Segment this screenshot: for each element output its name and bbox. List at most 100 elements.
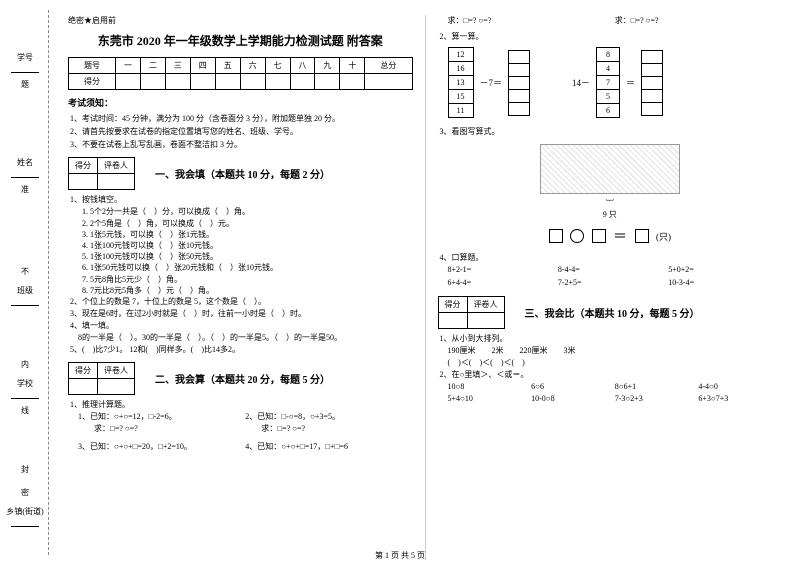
score-cell[interactable] bbox=[190, 74, 215, 90]
notice-item: 1、考试时间：45 分钟，满分为 100 分（含卷面分 3 分），附加题单独 2… bbox=[70, 113, 413, 126]
s2-q4: 4、口算题。 bbox=[440, 252, 783, 264]
score-col: 七 bbox=[265, 58, 290, 74]
picture-problem: ︸9 只 bbox=[438, 144, 783, 220]
answer-stack-1[interactable] bbox=[508, 50, 530, 115]
mini-c1: 得分 bbox=[69, 158, 98, 174]
cmp: 4-4○0 bbox=[698, 381, 782, 394]
oral-item: 7-2+5= bbox=[558, 277, 668, 290]
score-cell[interactable] bbox=[116, 74, 141, 90]
s2-r0c0: 1、已知：○+○=12，□-2=6。 bbox=[78, 411, 245, 423]
s2-q2: 2、算一算。 bbox=[440, 31, 783, 43]
brace-label: ︸9 只 bbox=[438, 198, 783, 220]
square-shape[interactable] bbox=[635, 229, 649, 243]
stack-cell: 6 bbox=[597, 104, 619, 117]
column-divider bbox=[425, 15, 426, 560]
page-footer: 第 1 页 共 5 页 bbox=[0, 550, 800, 561]
score-col: 九 bbox=[315, 58, 340, 74]
bind-label-1: 姓名 bbox=[17, 157, 33, 168]
cmp: 8○6+1 bbox=[615, 381, 699, 394]
section3-title: 三、我会比（本题共 10 分，每题 5 分） bbox=[525, 305, 700, 320]
score-cell[interactable] bbox=[340, 74, 365, 90]
animals-illustration bbox=[540, 144, 680, 194]
q1-sub: 7. 5元8角比5元少（ ）角。 bbox=[82, 274, 413, 285]
mini-cell[interactable] bbox=[98, 378, 135, 394]
oral-item: 8-4-4= bbox=[558, 264, 668, 277]
s2-r1c0: 求：□=? ○=? bbox=[78, 423, 245, 435]
circle-shape[interactable] bbox=[570, 229, 584, 243]
score-col: 总分 bbox=[365, 58, 412, 74]
score-col: 六 bbox=[240, 58, 265, 74]
mini-cell[interactable] bbox=[69, 378, 98, 394]
s2-q1: 1、推理计算题。 bbox=[70, 399, 413, 411]
shape-unit: (只) bbox=[656, 230, 671, 243]
square-shape[interactable] bbox=[549, 229, 563, 243]
q2: 2、个位上的数是 7，十位上的数是 5，这个数是（ ）。 bbox=[70, 296, 413, 308]
oral-item: 8+2-1= bbox=[448, 264, 558, 277]
bind-label-2: 班级 bbox=[17, 285, 33, 296]
bind-line bbox=[11, 391, 39, 399]
binding-margin: 学号题 姓名准 不班级 内学校线 封密乡镇(街道) bbox=[0, 0, 50, 565]
oral-item: 10-3-4= bbox=[668, 277, 778, 290]
cmp: 6+3○7+3 bbox=[698, 393, 782, 406]
score-cell[interactable] bbox=[265, 74, 290, 90]
score-cell[interactable] bbox=[141, 74, 166, 90]
bind-line bbox=[11, 170, 39, 178]
q5: 5、( )比7少1。 12和( )同样多。( )比14多2。 bbox=[70, 344, 413, 356]
notice-item: 3、不要在试卷上乱写乱画，卷面不整洁扣 3 分。 bbox=[70, 139, 413, 152]
mini-c2: 评卷人 bbox=[98, 362, 135, 378]
score-cell[interactable] bbox=[365, 74, 412, 90]
q4: 4、填一填。 bbox=[70, 320, 413, 332]
side-char-4: 线 bbox=[21, 405, 29, 416]
calc-mid2: 14－ bbox=[572, 76, 590, 89]
square-shape[interactable] bbox=[592, 229, 606, 243]
stack-cell: 12 bbox=[449, 48, 473, 62]
score-cell[interactable] bbox=[215, 74, 240, 90]
q1-sub: 5. 1张100元钱可以换（ ）张50元钱。 bbox=[82, 251, 413, 262]
calc-row-1: 12 16 13 15 11 －7＝ 14－ 8 4 7 5 6 ＝ bbox=[448, 47, 783, 118]
calc-mid1: －7＝ bbox=[480, 76, 503, 89]
mini-cell[interactable] bbox=[438, 312, 467, 328]
s3-q1: 1、从小到大排列。 bbox=[440, 333, 783, 345]
score-cell[interactable] bbox=[240, 74, 265, 90]
s2-r1c1: 求：□=? ○=? bbox=[245, 423, 412, 435]
s2-r0c1: 2、已知：□-○=8，○+3=5。 bbox=[245, 411, 412, 423]
s3-q2: 2、在○里填＞、＜或＝。 bbox=[440, 369, 783, 381]
oral-item: 6+4-4= bbox=[448, 277, 558, 290]
stack-cell: 13 bbox=[449, 76, 473, 90]
cmp: 10-0○8 bbox=[531, 393, 615, 406]
bind-line bbox=[11, 519, 39, 527]
section2-title: 二、我会算（本题共 20 分，每题 5 分） bbox=[155, 371, 330, 386]
cmp: 5+4○10 bbox=[448, 393, 532, 406]
shape-eq: ＝ bbox=[613, 226, 627, 246]
mini-cell[interactable] bbox=[69, 174, 98, 190]
s2-r2c0: 3、已知：○+○+□=20，□+2=10。 bbox=[78, 441, 245, 453]
side-char-3: 内 bbox=[21, 359, 29, 370]
bind-label-3: 学校 bbox=[17, 378, 33, 389]
stack-cell: 7 bbox=[597, 76, 619, 90]
side-char-2: 不 bbox=[21, 266, 29, 277]
cmp: 6○6 bbox=[531, 381, 615, 394]
score-col: 五 bbox=[215, 58, 240, 74]
bind-label-4: 乡镇(街道) bbox=[6, 506, 43, 517]
number-stack-2: 8 4 7 5 6 bbox=[596, 47, 620, 118]
mini-c2: 评卷人 bbox=[467, 296, 504, 312]
mini-cell[interactable] bbox=[98, 174, 135, 190]
stack-cell: 5 bbox=[597, 90, 619, 104]
score-col: 一 bbox=[116, 58, 141, 74]
score-cell[interactable] bbox=[290, 74, 315, 90]
side-char-5: 封 bbox=[21, 464, 29, 475]
shape-equation: ＝ (只) bbox=[438, 226, 783, 246]
q1: 1、按钱填空。 bbox=[70, 194, 413, 206]
score-cell[interactable] bbox=[165, 74, 190, 90]
answer-stack-2[interactable] bbox=[641, 50, 663, 115]
number-stack-1: 12 16 13 15 11 bbox=[448, 47, 474, 118]
cmp: 7-3○2+3 bbox=[615, 393, 699, 406]
score-col: 八 bbox=[290, 58, 315, 74]
score-col: 四 bbox=[190, 58, 215, 74]
score-col: 三 bbox=[165, 58, 190, 74]
s2-q3: 3、看图写算式。 bbox=[440, 126, 783, 138]
stack-cell: 16 bbox=[449, 62, 473, 76]
score-cell[interactable] bbox=[315, 74, 340, 90]
mini-cell[interactable] bbox=[467, 312, 504, 328]
q1-sub: 2. 2个5角是（ ）角，可以换成（ ）元。 bbox=[82, 218, 413, 229]
